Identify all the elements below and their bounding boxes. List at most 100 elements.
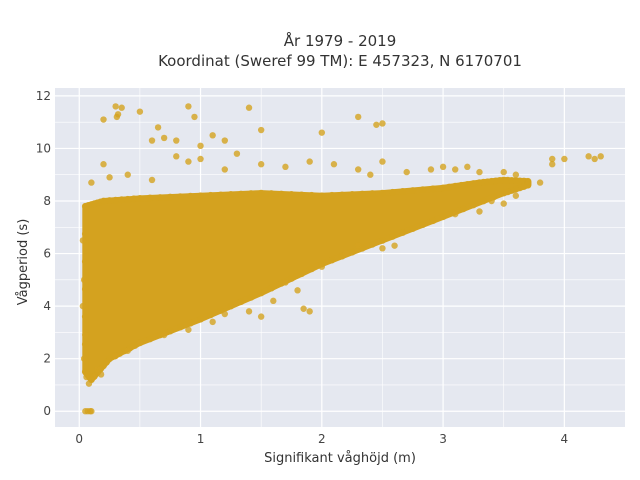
dense-edge-point: [298, 270, 305, 278]
dense-edge-point: [445, 183, 453, 191]
scatter-point: [452, 210, 459, 218]
scatter-point: [88, 408, 95, 415]
y-tick-label: 8: [43, 194, 51, 208]
dense-edge-point: [459, 205, 467, 213]
dense-edge-point: [368, 240, 376, 248]
y-axis-title: Vågperiod (s): [16, 219, 31, 306]
scatter-point: [94, 365, 101, 373]
dense-edge-point: [500, 189, 508, 197]
scatter-point: [185, 326, 192, 333]
dense-edge-point: [227, 191, 235, 198]
scatter-point: [391, 242, 398, 249]
scatter-point: [257, 126, 265, 134]
dense-edge-point: [136, 194, 144, 202]
dense-edge-point: [389, 188, 396, 196]
dense-edge-point: [257, 189, 265, 197]
x-tick-label: 1: [197, 432, 205, 446]
dense-edge-point: [118, 196, 126, 204]
scatter-point: [342, 250, 350, 257]
scatter-point: [197, 142, 204, 150]
dense-edge-point: [419, 186, 427, 194]
dense-edge-point: [409, 187, 417, 194]
scatter-point: [597, 153, 604, 160]
dense-edge-point: [81, 285, 89, 293]
dense-edge-point: [480, 197, 487, 205]
scatter-point: [379, 120, 386, 127]
scatter-point: [191, 113, 198, 121]
y-tick-label: 12: [36, 89, 51, 103]
scatter-point: [124, 171, 131, 178]
scatter-point: [536, 179, 544, 186]
scatter-points: [79, 103, 604, 415]
dense-edge-point: [247, 190, 255, 197]
dense-edge-point: [146, 194, 154, 202]
scatter-point: [88, 179, 95, 186]
dense-edge-point: [348, 191, 356, 198]
grid-lines: [55, 88, 625, 427]
scatter-point: [245, 308, 253, 315]
dense-edge-point: [176, 323, 184, 331]
scatter-point: [300, 305, 307, 312]
scatter-point: [173, 137, 180, 144]
dense-edge-point: [237, 190, 245, 198]
scatter-point: [512, 192, 520, 199]
dense-edge-point: [207, 191, 215, 199]
y-tick-label: 2: [43, 352, 51, 366]
dense-edge-point: [328, 256, 336, 264]
dense-edge-point: [470, 180, 477, 187]
scatter-point: [221, 310, 228, 318]
scatter-point: [112, 352, 119, 360]
dense-edge-point: [451, 182, 459, 190]
scatter-point: [80, 276, 88, 284]
dense-edge-point: [267, 190, 275, 197]
scatter-point: [148, 176, 156, 184]
dense-edge-point: [399, 187, 407, 195]
dense-edge-point: [217, 191, 225, 199]
dense-edge-point: [348, 248, 356, 256]
dense-edge-point: [227, 302, 235, 310]
scatter-point: [221, 137, 228, 144]
scatter-point: [160, 331, 168, 339]
dense-edge-point: [298, 191, 305, 199]
scatter-point: [106, 174, 113, 181]
scatter-point: [154, 124, 162, 131]
dense-edge-point: [439, 213, 447, 221]
scatter-point: [488, 197, 495, 205]
dense-edge-point: [308, 265, 316, 273]
scatter-point: [318, 263, 326, 270]
scatter-point: [112, 103, 119, 110]
x-tick-label: 3: [439, 432, 447, 446]
y-tick-label: 6: [43, 247, 51, 261]
dense-edge-point: [130, 195, 138, 203]
chart-title: År 1979 - 2019: [284, 31, 397, 50]
scatter-point: [282, 163, 289, 171]
dense-edge-point: [146, 335, 154, 343]
scatter-point: [282, 279, 289, 286]
scatter-point: [373, 121, 380, 128]
scatter-point: [549, 161, 556, 168]
scatter-point: [354, 166, 362, 173]
scatter-point: [367, 171, 374, 178]
x-axis-title: Signifikant våghöjd (m): [264, 451, 416, 466]
scatter-point: [80, 355, 88, 362]
dense-edge-point: [470, 201, 477, 209]
scatter-point: [403, 168, 410, 176]
dense-edge-point: [106, 197, 113, 204]
scatter-point: [257, 313, 265, 320]
scatter-point: [136, 108, 144, 115]
scatter-point: [464, 163, 471, 171]
scatter-point: [354, 242, 362, 249]
dense-edge-point: [358, 190, 366, 198]
scatter-point: [591, 155, 598, 163]
dense-edge-point: [197, 315, 204, 323]
dense-edge-point: [81, 313, 89, 321]
scatter-point: [79, 302, 87, 310]
scatter-point: [82, 331, 89, 339]
dense-edge-point: [156, 194, 164, 201]
dense-edge-point: [81, 230, 89, 238]
scatter-point: [439, 163, 447, 171]
dense-edge-point: [288, 191, 295, 198]
scatter-point: [233, 150, 241, 157]
scatter-point: [185, 103, 192, 110]
